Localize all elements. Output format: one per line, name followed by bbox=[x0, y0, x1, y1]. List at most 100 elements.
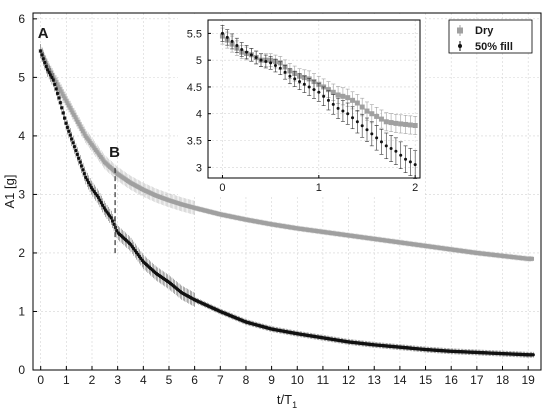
data-point-dry bbox=[56, 84, 61, 89]
data-point-50-fill bbox=[82, 172, 87, 176]
inset-point-50-fill bbox=[331, 102, 335, 106]
annotation-a: A bbox=[38, 25, 49, 42]
data-point-50-fill bbox=[96, 195, 101, 200]
data-point-50-fill bbox=[72, 144, 77, 149]
inset-x-tick-label: 0 bbox=[219, 182, 225, 194]
x-tick-label: 1 bbox=[63, 373, 70, 387]
inset-point-dry bbox=[340, 93, 346, 99]
inset-point-dry bbox=[403, 121, 409, 127]
x-axis-label-subscript: 1 bbox=[292, 400, 297, 410]
data-point-dry bbox=[66, 103, 71, 108]
inset-point-50-fill bbox=[273, 64, 277, 68]
data-point-50-fill bbox=[46, 68, 50, 72]
data-point-50-fill bbox=[64, 121, 68, 125]
y-tick-label: 1 bbox=[18, 304, 25, 318]
data-point-50-fill bbox=[51, 78, 56, 82]
data-point-50-fill bbox=[38, 49, 43, 53]
data-point-dry bbox=[72, 112, 77, 117]
data-point-50-fill bbox=[57, 96, 61, 100]
series-dry bbox=[38, 44, 535, 262]
inset-background bbox=[178, 14, 424, 196]
data-point-50-fill bbox=[531, 353, 535, 357]
series-50-fill bbox=[38, 44, 535, 358]
x-tick-label: 10 bbox=[291, 373, 305, 387]
data-point-dry bbox=[47, 68, 52, 73]
inset-point-50-fill bbox=[235, 43, 239, 47]
inset-point-50-fill bbox=[413, 163, 417, 167]
inset-point-50-fill bbox=[408, 160, 412, 164]
inset-point-50-fill bbox=[288, 74, 292, 78]
data-point-50-fill bbox=[44, 64, 49, 69]
x-tick-label: 17 bbox=[470, 373, 484, 387]
data-point-dry bbox=[77, 122, 82, 127]
data-point-50-fill bbox=[47, 70, 51, 75]
data-point-dry bbox=[57, 87, 62, 92]
inset-point-dry bbox=[378, 116, 384, 122]
data-point-50-fill bbox=[110, 219, 115, 223]
inset-point-50-fill bbox=[394, 149, 398, 153]
inset-grid bbox=[208, 20, 420, 178]
inset-point-dry bbox=[330, 89, 336, 95]
inset-point-50-fill bbox=[249, 53, 253, 57]
y-tick-label: 2 bbox=[18, 246, 25, 260]
data-point-dry bbox=[61, 94, 66, 99]
inset-point-dry bbox=[345, 95, 351, 101]
inset-point-dry bbox=[325, 87, 331, 93]
inset-point-50-fill bbox=[370, 132, 374, 136]
y-tick-label: 5 bbox=[18, 70, 25, 84]
y-tick-label: 6 bbox=[18, 12, 25, 26]
legend-dry-label: Dry bbox=[475, 25, 494, 37]
x-tick-label: 2 bbox=[89, 373, 96, 387]
data-point-50-fill bbox=[85, 178, 89, 182]
inset-point-50-fill bbox=[298, 80, 302, 84]
data-point-50-fill bbox=[62, 116, 67, 120]
x-axis-label-main: t/T bbox=[277, 392, 292, 407]
x-tick-label: 11 bbox=[317, 373, 330, 387]
inset-point-50-fill bbox=[302, 82, 306, 86]
x-tick-label: 14 bbox=[393, 373, 407, 387]
inset-x-tick-label: 2 bbox=[412, 182, 418, 194]
x-tick-label: 3 bbox=[114, 373, 121, 387]
inset-plot-area bbox=[207, 19, 421, 179]
inset-y-tick-label: 3 bbox=[196, 162, 202, 174]
data-point-50-fill bbox=[79, 164, 84, 168]
x-tick-label: 4 bbox=[140, 373, 147, 387]
inset-point-50-fill bbox=[254, 55, 258, 59]
inset-y-tick-label: 4.5 bbox=[187, 82, 202, 94]
main-series bbox=[38, 44, 535, 358]
inset-point-dry bbox=[383, 119, 389, 125]
data-point-dry bbox=[60, 91, 65, 96]
data-point-dry bbox=[74, 117, 79, 122]
data-point-50-fill bbox=[60, 106, 64, 110]
inset-point-50-fill bbox=[278, 66, 282, 70]
inset-point-50-fill bbox=[384, 144, 388, 148]
x-tick-label: 12 bbox=[342, 373, 356, 387]
inset-point-50-fill bbox=[283, 70, 287, 74]
x-tick-label: 18 bbox=[496, 373, 510, 387]
data-point-dry bbox=[79, 126, 84, 131]
inset-series-50-fill bbox=[220, 25, 418, 179]
data-point-dry bbox=[78, 124, 83, 129]
y-tick-label: 3 bbox=[18, 187, 25, 201]
inset-chart: 0 1 2 3 3.5 4 4.5 5 5.5 bbox=[178, 14, 424, 196]
inset-point-dry bbox=[374, 113, 380, 119]
data-point-50-fill bbox=[88, 183, 92, 187]
data-point-50-fill bbox=[70, 137, 74, 141]
data-point-50-fill bbox=[78, 160, 82, 164]
inset-point-dry bbox=[359, 104, 365, 110]
inset-point-dry bbox=[369, 111, 375, 117]
inset-point-50-fill bbox=[346, 112, 350, 116]
data-point-50-fill bbox=[43, 60, 47, 65]
x-tick-label: 0 bbox=[37, 373, 44, 387]
inset-point-50-fill bbox=[365, 128, 369, 132]
data-point-50-fill bbox=[74, 148, 78, 153]
x-axis-label: t/T1 bbox=[277, 392, 297, 410]
data-point-50-fill bbox=[84, 175, 88, 180]
data-point-50-fill bbox=[65, 125, 70, 130]
data-point-50-fill bbox=[68, 133, 73, 137]
x-tick-label: 13 bbox=[368, 373, 382, 387]
inset-point-dry bbox=[393, 120, 399, 126]
data-point-dry bbox=[63, 96, 68, 101]
inset-point-50-fill bbox=[220, 31, 224, 35]
